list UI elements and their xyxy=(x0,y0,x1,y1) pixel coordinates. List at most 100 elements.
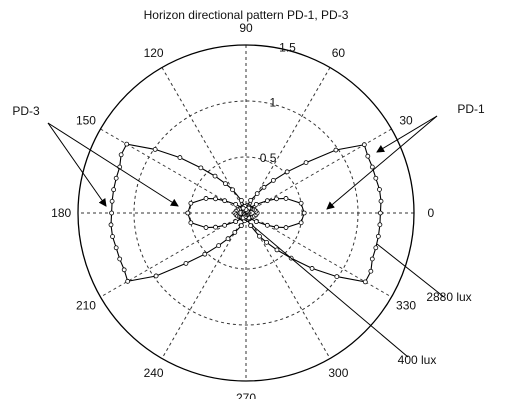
data-point xyxy=(248,197,253,203)
radial-tick-label: 1.5 xyxy=(279,41,296,55)
data-point xyxy=(373,245,379,251)
radial-tick-label: 0.5 xyxy=(260,151,277,165)
data-point xyxy=(254,191,260,197)
data-point xyxy=(253,219,259,225)
data-point xyxy=(216,243,222,249)
angle-tick-label: 180 xyxy=(51,206,71,220)
data-point xyxy=(213,224,218,230)
angle-tick-label: 210 xyxy=(76,298,96,312)
data-point xyxy=(198,165,204,171)
outer-circle xyxy=(77,44,415,382)
annotation-label: PD-3 xyxy=(12,104,40,118)
data-point xyxy=(264,222,270,228)
angle-tick-label: 30 xyxy=(399,114,413,128)
data-point xyxy=(109,198,115,204)
data-point xyxy=(113,245,119,251)
data-point xyxy=(283,196,289,201)
data-point xyxy=(203,225,209,230)
data-point xyxy=(188,200,194,206)
data-point xyxy=(111,187,117,193)
annotation-arrow xyxy=(376,115,438,153)
data-point xyxy=(222,222,228,228)
angle-tick-label: 240 xyxy=(144,366,164,380)
annotation-arrow xyxy=(252,225,409,358)
data-point xyxy=(239,223,244,229)
annotation-arrow xyxy=(47,122,107,207)
angle-tick-label: 150 xyxy=(76,114,96,128)
data-point xyxy=(225,236,231,242)
data-point xyxy=(298,220,304,226)
data-point xyxy=(362,279,368,285)
data-point xyxy=(368,268,374,274)
data-point xyxy=(270,177,276,183)
radial-tick-labels: 0.5 1 1.5 xyxy=(260,41,296,165)
data-point xyxy=(230,187,235,193)
data-point xyxy=(203,196,209,201)
radial-tick-label: 1 xyxy=(269,96,276,110)
annotation-arrow xyxy=(326,115,438,210)
data-point xyxy=(233,219,239,225)
data-point xyxy=(125,278,131,284)
data-point xyxy=(378,198,384,204)
data-point xyxy=(253,201,259,207)
data-point xyxy=(264,198,270,204)
data-point xyxy=(303,160,309,166)
angle-tick-labels: 0 30 60 90 120 150 180 210 240 270 300 330 xyxy=(51,21,434,399)
annotation-label: PD-1 xyxy=(457,102,485,116)
series-3 xyxy=(241,196,307,230)
data-point xyxy=(213,196,218,202)
data-point xyxy=(183,260,189,266)
data-point xyxy=(240,205,246,211)
data-point xyxy=(375,233,381,239)
data-point xyxy=(202,251,208,257)
data-point xyxy=(177,155,183,160)
annotation-label: 400 lux xyxy=(398,353,437,367)
data-point xyxy=(110,234,115,239)
data-point xyxy=(222,198,228,204)
data-point xyxy=(233,201,239,207)
data-point xyxy=(377,210,383,216)
data-point xyxy=(283,225,289,230)
data-point xyxy=(261,184,267,190)
data-point xyxy=(369,256,375,262)
series-group xyxy=(108,141,384,285)
data-point xyxy=(274,196,279,202)
data-point xyxy=(274,224,279,230)
annotation-label: 2880 lux xyxy=(426,290,471,304)
data-point xyxy=(373,175,379,181)
data-point xyxy=(153,273,159,279)
data-point xyxy=(223,181,228,187)
data-point xyxy=(232,229,238,235)
angle-tick-label: 0 xyxy=(427,206,434,220)
data-point xyxy=(264,239,269,245)
data-point xyxy=(248,223,253,229)
angle-tick-label: 270 xyxy=(236,391,256,399)
annotation-arrow xyxy=(376,243,445,298)
data-point xyxy=(298,200,304,206)
data-point xyxy=(274,247,280,253)
data-point xyxy=(152,147,158,152)
chart-title: Horizon directional pattern PD-1, PD-3 xyxy=(144,8,349,22)
data-point xyxy=(257,233,262,239)
data-point xyxy=(239,197,244,203)
data-point xyxy=(361,142,367,148)
data-point xyxy=(117,256,123,262)
data-point xyxy=(377,222,383,228)
angle-tick-label: 300 xyxy=(328,366,348,380)
data-point xyxy=(333,147,339,153)
data-point xyxy=(118,152,124,158)
data-point xyxy=(113,175,119,181)
data-point xyxy=(301,210,307,216)
data-point xyxy=(377,187,382,192)
data-point xyxy=(188,220,194,226)
angle-tick-label: 90 xyxy=(239,21,253,35)
angle-tick-label: 330 xyxy=(396,298,416,312)
data-point xyxy=(121,267,127,273)
data-point xyxy=(109,210,114,216)
data-point xyxy=(124,141,130,147)
angle-tick-label: 60 xyxy=(332,46,346,60)
data-point xyxy=(369,164,375,170)
series-4 xyxy=(185,196,251,230)
data-point xyxy=(212,173,218,179)
